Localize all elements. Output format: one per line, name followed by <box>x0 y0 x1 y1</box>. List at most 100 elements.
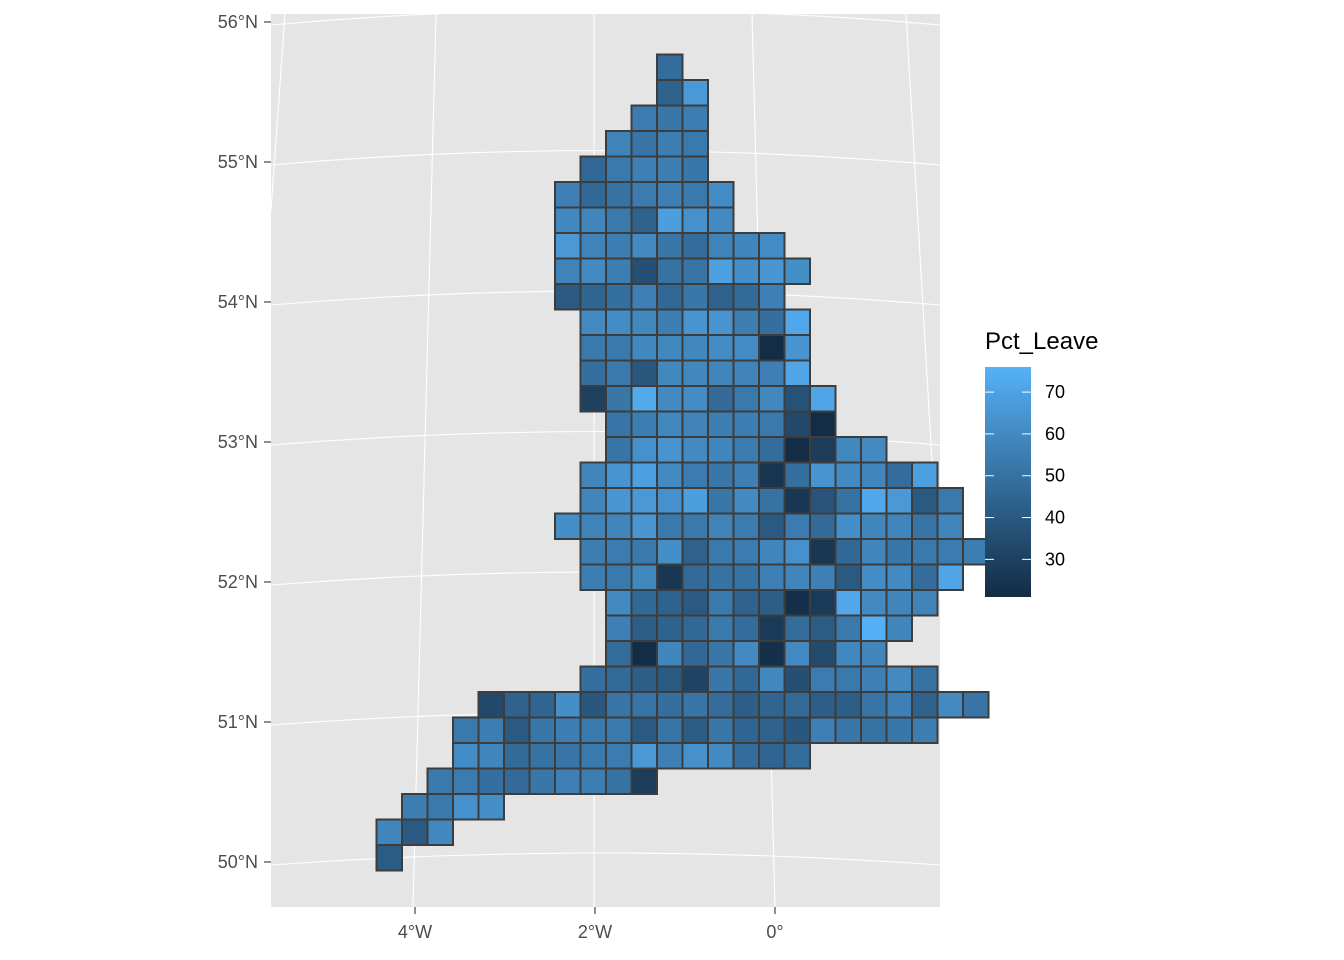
grid-cell <box>732 589 760 617</box>
grid-cells <box>375 53 990 872</box>
grid-cell <box>834 691 862 719</box>
grid-cell <box>630 742 658 770</box>
grid-cell <box>630 104 658 132</box>
grid-cell <box>452 793 480 821</box>
grid-cell <box>681 181 709 209</box>
grid-cell <box>707 691 735 719</box>
parallel-50n <box>271 852 940 866</box>
grid-cell <box>681 614 709 642</box>
grid-cell <box>732 308 760 336</box>
grid-cell <box>758 385 786 413</box>
grid-cell <box>630 640 658 668</box>
legend-break-label: 70 <box>1045 382 1065 402</box>
grid-cell <box>707 742 735 770</box>
grid-cell <box>656 283 684 311</box>
grid-cell <box>452 716 480 744</box>
grid-cell <box>732 742 760 770</box>
grid-cell <box>554 206 582 234</box>
grid-cell <box>758 436 786 464</box>
grid-cell <box>707 436 735 464</box>
grid-cell <box>452 742 480 770</box>
grid-cell <box>885 538 913 566</box>
grid-cell <box>911 589 939 617</box>
grid-cell <box>503 716 531 744</box>
grid-cell <box>758 308 786 336</box>
grid-cell <box>605 359 633 387</box>
grid-cell <box>783 257 811 285</box>
grid-cell <box>630 181 658 209</box>
grid-cell <box>834 665 862 693</box>
grid-cell <box>681 436 709 464</box>
grid-cell <box>656 487 684 515</box>
grid-cell <box>477 793 505 821</box>
grid-cell <box>605 487 633 515</box>
grid-cell <box>426 767 454 795</box>
grid-cell <box>605 308 633 336</box>
grid-cell <box>783 538 811 566</box>
grid-cell <box>885 487 913 515</box>
grid-cell <box>758 589 786 617</box>
grid-cell <box>707 334 735 362</box>
grid-cell <box>605 538 633 566</box>
grid-cell <box>962 538 990 566</box>
grid-cell <box>656 53 684 81</box>
grid-cell <box>681 716 709 744</box>
lon-label-4w: 4°W <box>398 922 432 942</box>
grid-cell <box>401 793 429 821</box>
grid-cell <box>834 461 862 489</box>
grid-cell <box>758 487 786 515</box>
grid-cell <box>605 589 633 617</box>
grid-cell <box>758 359 786 387</box>
grid-cell <box>681 257 709 285</box>
grid-cell <box>707 665 735 693</box>
grid-cell <box>911 665 939 693</box>
grid-cell <box>630 691 658 719</box>
grid-cell <box>503 742 531 770</box>
grid-cell <box>707 257 735 285</box>
lat-label-51n: 51°N <box>218 712 258 732</box>
grid-cell <box>681 512 709 540</box>
grid-cell <box>554 512 582 540</box>
lon-label-2w: 2°W <box>578 922 612 942</box>
grid-cell <box>630 665 658 693</box>
grid-cell <box>630 385 658 413</box>
grid-cell <box>605 742 633 770</box>
grid-cell <box>707 563 735 591</box>
grid-cell <box>681 538 709 566</box>
grid-cell <box>758 232 786 260</box>
grid-cell <box>579 155 607 183</box>
grid-cell <box>783 512 811 540</box>
grid-cell <box>809 691 837 719</box>
grid-cell <box>732 359 760 387</box>
grid-cell <box>477 742 505 770</box>
grid-cell <box>758 614 786 642</box>
grid-cell <box>911 487 939 515</box>
grid-cell <box>656 665 684 693</box>
grid-cell <box>681 385 709 413</box>
grid-cell <box>681 691 709 719</box>
grid-cell <box>579 206 607 234</box>
grid-cell <box>579 385 607 413</box>
grid-cell <box>860 436 888 464</box>
grid-cell <box>783 436 811 464</box>
grid-cell <box>681 283 709 311</box>
grid-cell <box>656 640 684 668</box>
grid-cell <box>605 334 633 362</box>
grid-cell <box>656 130 684 158</box>
grid-cell <box>554 181 582 209</box>
grid-cell <box>656 308 684 336</box>
grid-cell <box>860 716 888 744</box>
grid-cell <box>656 257 684 285</box>
grid-cell <box>707 308 735 336</box>
grid-cell <box>936 487 964 515</box>
legend-break-label: 40 <box>1045 508 1065 528</box>
grid-cell <box>707 410 735 438</box>
grid-cell <box>681 487 709 515</box>
grid-cell <box>605 512 633 540</box>
grid-cell <box>834 436 862 464</box>
grid-cell <box>528 691 556 719</box>
grid-cell <box>681 410 709 438</box>
grid-cell <box>783 487 811 515</box>
grid-cell <box>936 512 964 540</box>
grid-cell <box>783 334 811 362</box>
